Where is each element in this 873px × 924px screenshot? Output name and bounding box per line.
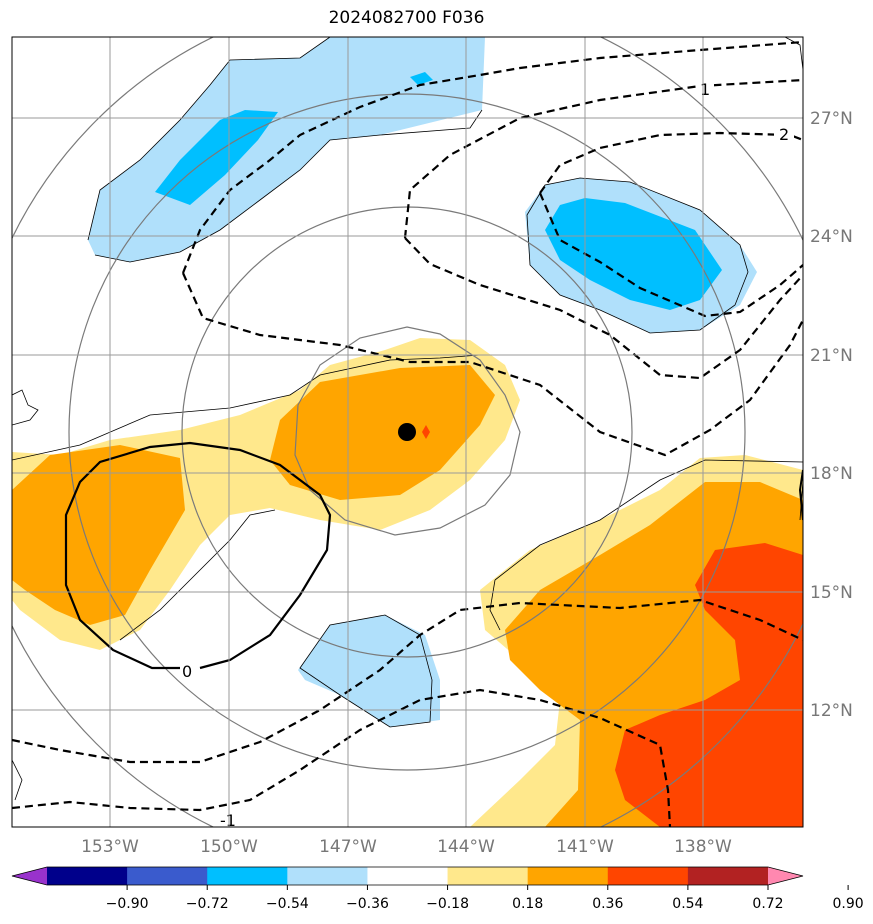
colorbar-cell <box>687 867 769 885</box>
shading-orange-red <box>615 543 803 827</box>
contour-label-0: 0 <box>182 662 192 681</box>
colorbar-cell <box>127 867 208 885</box>
colorbar-cell <box>367 867 449 885</box>
colorbar-tick-label: 0.54 <box>672 896 703 912</box>
colorbar-cell <box>287 867 368 885</box>
lon-label: 153°W <box>81 837 139 857</box>
colorbar-cell <box>527 867 609 885</box>
zero-contour <box>64 441 332 670</box>
colorbar-cell <box>607 867 689 885</box>
colorbar-tick-label: −0.54 <box>266 896 309 912</box>
lon-label: 144°W <box>437 837 495 857</box>
lon-label: 147°W <box>319 837 377 857</box>
colorbar-cell <box>447 867 529 885</box>
colorbar-tick-label: 0.36 <box>592 896 623 912</box>
colorbar-cell <box>47 867 128 885</box>
colorbar-tick-label: −0.36 <box>346 896 389 912</box>
colorbar-extend-left <box>12 867 47 885</box>
colorbar-tick-label: 0.90 <box>833 896 864 912</box>
lat-labels: 27°N 24°N 21°N 18°N 15°N 12°N <box>810 109 853 721</box>
storm-center-marker <box>398 423 416 441</box>
lat-label: 15°N <box>810 583 853 603</box>
contour-label-1: 1 <box>700 80 710 99</box>
lat-label: 21°N <box>810 346 853 366</box>
graticule <box>12 37 803 827</box>
thin-contours <box>12 37 803 801</box>
lat-label: 27°N <box>810 109 853 129</box>
lat-label: 18°N <box>810 464 853 484</box>
storm-track-marker <box>422 425 430 439</box>
lat-label: 12°N <box>810 701 853 721</box>
lon-labels: 153°W 150°W 147°W 144°W 141°W 138°W <box>81 837 732 857</box>
dashed-contours <box>12 40 803 827</box>
colorbar-tick-label: −0.72 <box>186 896 229 912</box>
contour-label-2: 2 <box>779 125 789 144</box>
map-content: 1 2 0 -1 <box>12 37 803 830</box>
map-frame <box>11 36 804 828</box>
colorbar-extend-right <box>768 867 803 885</box>
contour-labels: 1 2 0 -1 <box>180 78 794 830</box>
colorbar-cell <box>207 867 288 885</box>
colorbar-tick-label: −0.18 <box>426 896 469 912</box>
lon-label: 138°W <box>674 837 732 857</box>
lat-label: 24°N <box>810 227 853 247</box>
lon-label: 150°W <box>200 837 258 857</box>
colorbar-tick-label: −0.90 <box>106 896 149 912</box>
contour-label-neg1: -1 <box>220 811 236 830</box>
map-title: 2024082700 F036 <box>328 8 485 28</box>
lon-label: 141°W <box>556 837 614 857</box>
colorbar-tick-label: 0.72 <box>752 896 783 912</box>
colorbar-tick-label: 0.18 <box>512 896 543 912</box>
range-rings <box>12 37 803 827</box>
colorbar: −0.90 −0.72 −0.54 −0.36 −0.18 0.18 0.36 0.54 0.7… <box>11 866 864 912</box>
